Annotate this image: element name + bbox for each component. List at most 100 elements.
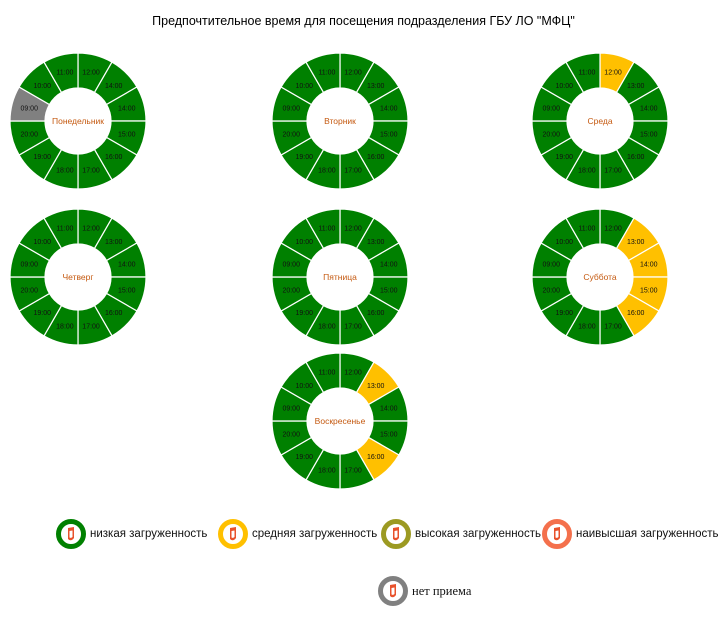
segment-low[interactable] xyxy=(565,52,601,94)
legend-item-medium: средняя загруженность xyxy=(218,519,377,549)
segment-label: 16:00 xyxy=(627,154,645,161)
segment-label: 14:00 xyxy=(118,261,136,268)
segment-label: 19:00 xyxy=(296,154,314,161)
day-label: Четверг xyxy=(63,272,94,282)
segment-label: 10:00 xyxy=(296,83,314,90)
segment-label: 13:00 xyxy=(367,383,385,390)
segment-label: 11:00 xyxy=(56,226,73,233)
chart-title: Предпочтительное время для посещения под… xyxy=(152,14,575,28)
segment-label: 09:00 xyxy=(282,405,300,412)
segment-label: 19:00 xyxy=(556,310,574,317)
segment-label: 20:00 xyxy=(282,132,300,139)
legend-item-highest: наивысшая загруженность xyxy=(542,519,719,549)
segment-label: 20:00 xyxy=(282,288,300,295)
segment-label: 18:00 xyxy=(56,323,74,330)
segment-label: 09:00 xyxy=(20,105,38,112)
segment-label: 19:00 xyxy=(296,310,314,317)
segment-label: 15:00 xyxy=(640,132,658,139)
segment-label: 12:00 xyxy=(604,226,622,233)
segment-label: 19:00 xyxy=(556,154,574,161)
segment-label: 19:00 xyxy=(34,310,52,317)
legend-label: средняя загруженность xyxy=(252,528,378,540)
donut-3: 12:00 13:00 14:00 15:00 16:00 17:00 18:00 19:00… xyxy=(9,208,147,346)
segment-label: 11:00 xyxy=(56,70,73,77)
segment-label: 14:00 xyxy=(640,261,658,268)
segment-label: 11:00 xyxy=(578,226,595,233)
donut-1: 12:00 13:00 14:00 15:00 16:00 17:00 18:00 19:00… xyxy=(271,52,409,190)
segment-label: 12:00 xyxy=(344,370,362,377)
segment-label: 09:00 xyxy=(282,105,300,112)
segment-label: 11:00 xyxy=(318,70,335,77)
legend-item-closed: нет приема xyxy=(378,576,471,606)
segment-label: 19:00 xyxy=(34,154,52,161)
segment-label: 12:00 xyxy=(82,70,100,77)
segment-label: 13:00 xyxy=(627,83,645,90)
segment-label: 12:00 xyxy=(604,70,622,77)
segment-label: 20:00 xyxy=(542,132,560,139)
mfc-logo-icon xyxy=(381,519,411,549)
segment-label: 20:00 xyxy=(542,288,560,295)
segment-label: 18:00 xyxy=(318,467,336,474)
segment-low[interactable] xyxy=(43,208,79,250)
segment-label: 18:00 xyxy=(318,167,336,174)
donut-5: 12:00 13:00 14:00 15:00 16:00 17:00 18:00 19:00… xyxy=(531,208,669,346)
mfc-logo-icon xyxy=(56,519,86,549)
segment-label: 15:00 xyxy=(380,288,398,295)
legend-item-low: низкая загруженность xyxy=(56,519,207,549)
segment-label: 11:00 xyxy=(578,70,595,77)
segment-label: 18:00 xyxy=(318,323,336,330)
segment-label: 16:00 xyxy=(105,310,123,317)
segment-label: 14:00 xyxy=(105,83,123,90)
segment-low[interactable] xyxy=(305,352,341,394)
mfc-logo-icon xyxy=(378,576,408,606)
segment-label: 17:00 xyxy=(344,467,362,474)
segment-label: 15:00 xyxy=(118,132,136,139)
segment-label: 18:00 xyxy=(578,323,596,330)
segment-label: 15:00 xyxy=(118,288,136,295)
legend-label: низкая загруженность xyxy=(90,528,208,540)
segment-label: 13:00 xyxy=(367,83,385,90)
segment-label: 14:00 xyxy=(380,105,398,112)
donut-4: 12:00 13:00 14:00 15:00 16:00 17:00 18:00 19:00… xyxy=(271,208,409,346)
segment-label: 14:00 xyxy=(640,105,658,112)
segment-label: 14:00 xyxy=(118,105,136,112)
mfc-logo-icon xyxy=(218,519,248,549)
segment-label: 20:00 xyxy=(20,288,38,295)
segment-low[interactable] xyxy=(43,52,79,94)
day-label: Понедельник xyxy=(52,116,104,126)
segment-label: 12:00 xyxy=(344,226,362,233)
segment-label: 16:00 xyxy=(367,454,385,461)
segment-label: 15:00 xyxy=(380,132,398,139)
segment-label: 16:00 xyxy=(367,310,385,317)
segment-label: 10:00 xyxy=(296,383,314,390)
segment-label: 13:00 xyxy=(105,239,123,246)
segment-label: 12:00 xyxy=(82,226,100,233)
segment-label: 09:00 xyxy=(542,261,560,268)
segment-label: 17:00 xyxy=(604,167,622,174)
donut-charts: 12:00 14:00 14:00 15:00 16:00 17:00 18:00 19:00… xyxy=(9,52,669,490)
segment-label: 12:00 xyxy=(344,70,362,77)
segment-label: 17:00 xyxy=(82,323,100,330)
segment-label: 13:00 xyxy=(627,239,645,246)
segment-label: 11:00 xyxy=(318,226,335,233)
segment-label: 09:00 xyxy=(20,261,38,268)
mfc-logo-icon xyxy=(542,519,572,549)
segment-label: 18:00 xyxy=(56,167,74,174)
donut-0: 12:00 14:00 14:00 15:00 16:00 17:00 18:00 19:00… xyxy=(9,52,147,190)
segment-label: 10:00 xyxy=(34,83,52,90)
day-label: Пятница xyxy=(323,272,357,282)
legend-label: высокая загруженность xyxy=(415,528,541,540)
segment-label: 20:00 xyxy=(282,432,300,439)
segment-label: 17:00 xyxy=(344,323,362,330)
segment-low[interactable] xyxy=(305,208,341,250)
segment-low[interactable] xyxy=(305,52,341,94)
segment-label: 16:00 xyxy=(105,154,123,161)
segment-label: 15:00 xyxy=(380,432,398,439)
legend-label: наивысшая загруженность xyxy=(576,528,719,540)
segment-label: 15:00 xyxy=(640,288,658,295)
segment-label: 16:00 xyxy=(627,310,645,317)
segment-low[interactable] xyxy=(565,208,601,250)
segment-label: 17:00 xyxy=(344,167,362,174)
segment-label: 10:00 xyxy=(556,239,574,246)
segment-label: 10:00 xyxy=(34,239,52,246)
